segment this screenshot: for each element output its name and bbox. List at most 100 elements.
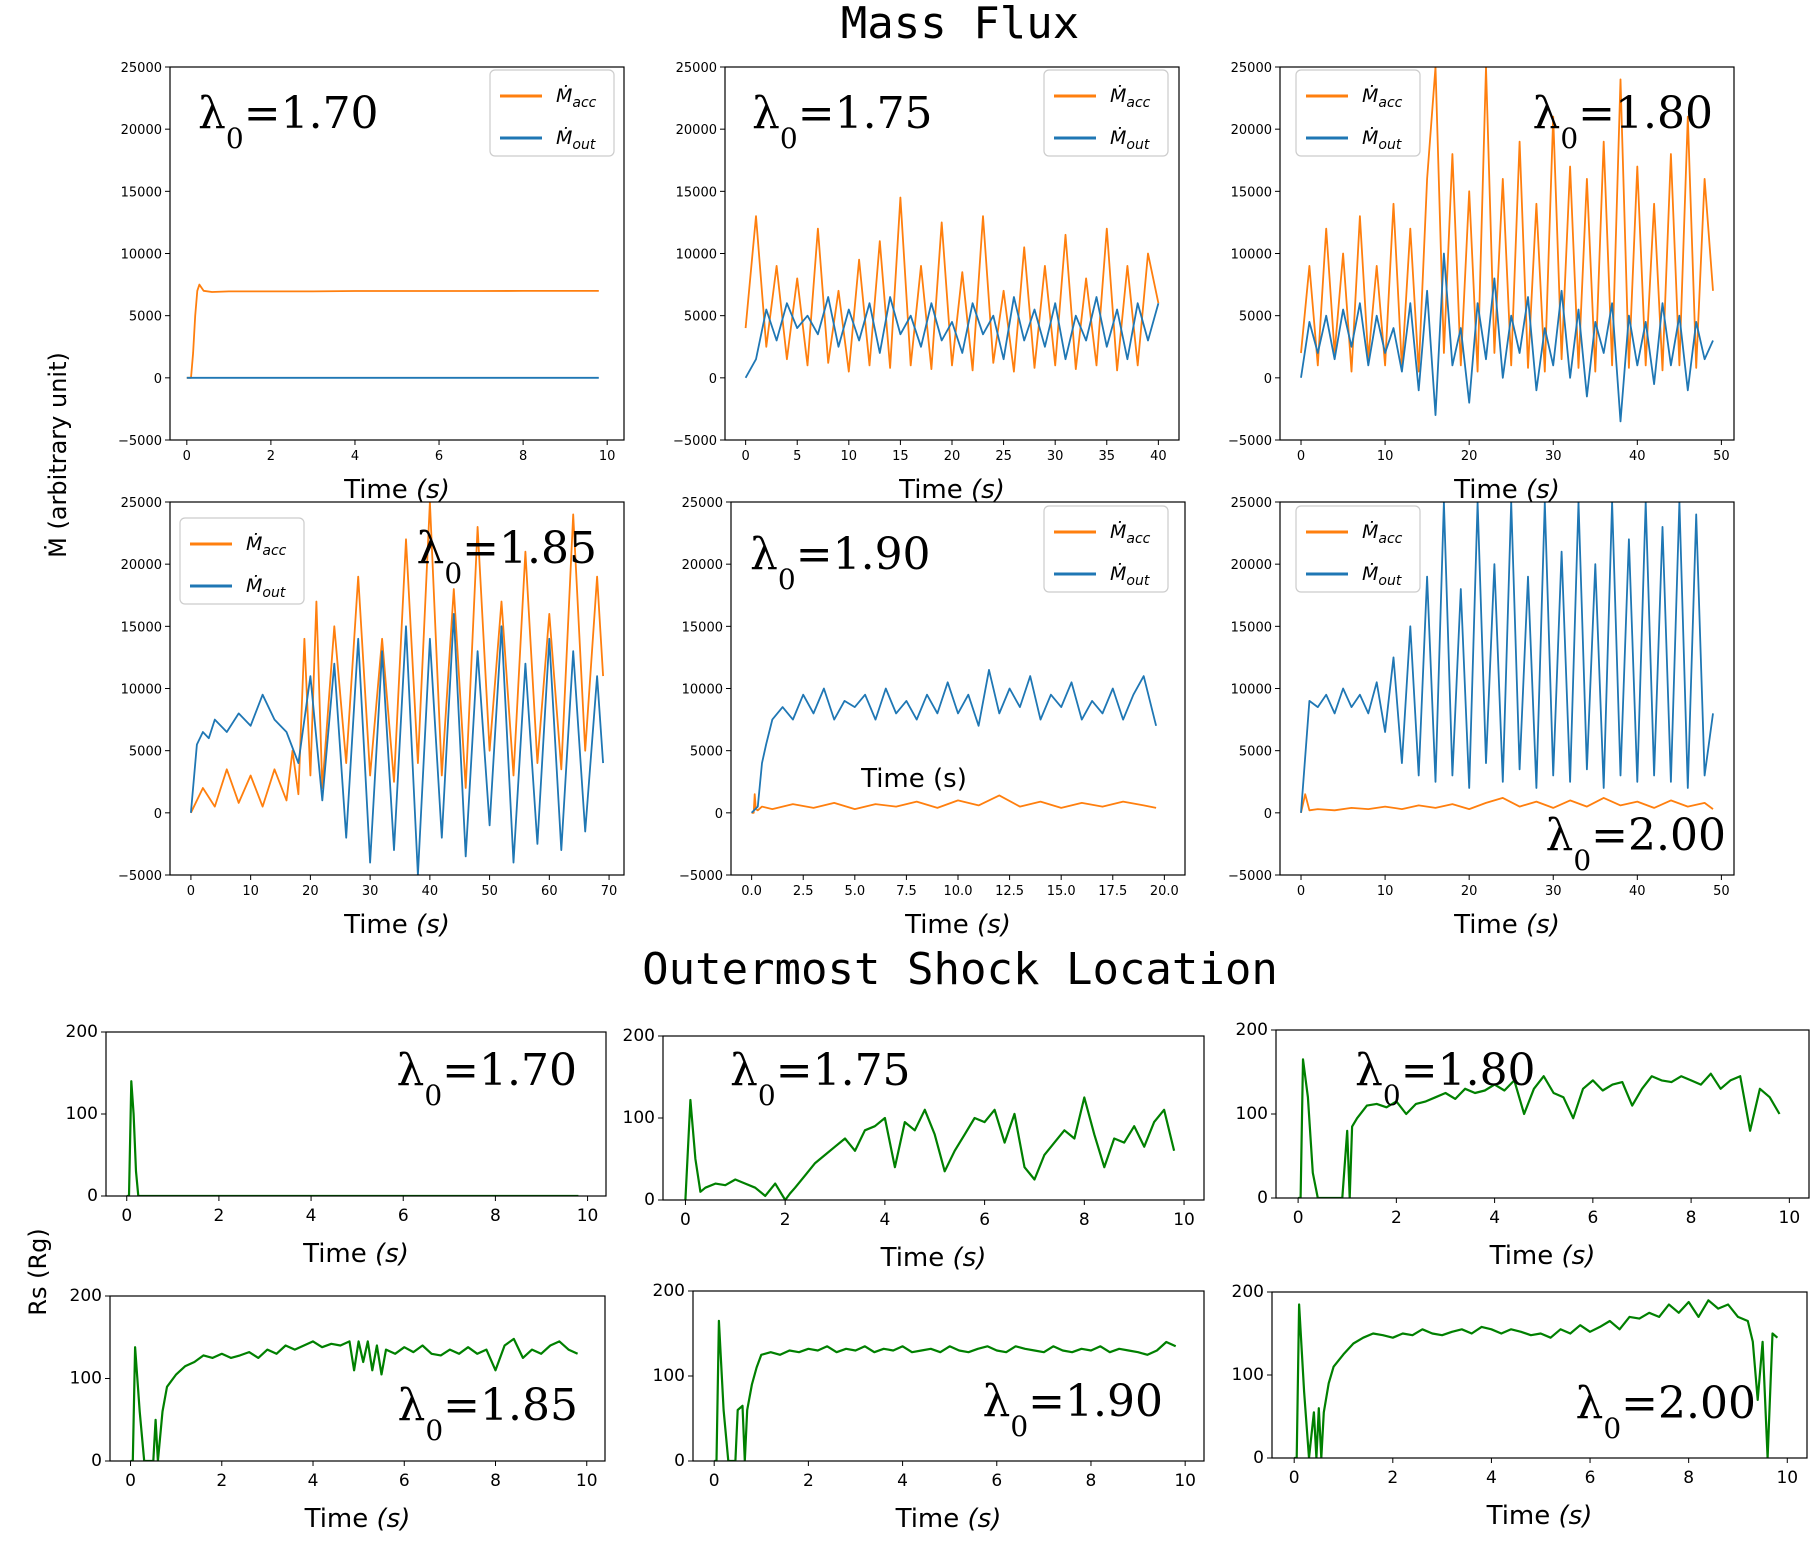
lambda-value: =1.85 [462, 523, 597, 574]
plot-frame [109, 1295, 606, 1462]
y-tick-label: 20000 [1231, 558, 1272, 573]
lambda-value: =1.70 [442, 1045, 577, 1096]
legend-symbol: Ṁ [246, 574, 262, 597]
x-tick-label: 4 [1489, 1208, 1500, 1228]
legend-subscript: out [1378, 137, 1401, 153]
y-tick-label: 0 [1253, 1448, 1264, 1468]
x-tick-label: 50 [481, 884, 498, 899]
legend-box [179, 517, 305, 605]
x-tick-label: 2 [267, 449, 275, 464]
x-tick-label: 4 [351, 449, 359, 464]
x-tick-label: 25 [995, 449, 1012, 464]
y-tick-label: 5000 [1239, 310, 1272, 325]
x-tick-label: 30 [1047, 449, 1064, 464]
x-tick-label: 0 [1297, 449, 1305, 464]
x-tick-label: 10 [577, 1206, 599, 1226]
x-tick-label: 2 [1391, 1208, 1402, 1228]
x-tick-label: 4 [1486, 1468, 1497, 1488]
x-tick-label: 15.0 [1047, 884, 1076, 899]
y-tick-label: 100 [1236, 1104, 1268, 1124]
series-line-rs [1294, 1299, 1779, 1458]
lambda-value: =1.70 [244, 88, 379, 139]
lambda-symbol: λ [416, 523, 444, 574]
x-tick-label: 6 [1587, 1208, 1598, 1228]
lambda-value: =2.00 [1591, 810, 1726, 861]
legend-symbol: Ṁ [1110, 84, 1126, 107]
y-tick-label: 15000 [676, 185, 717, 200]
y-tick-label: 200 [70, 1286, 102, 1306]
x-axis-unit: (s) [1559, 1501, 1593, 1531]
legend-symbol: Ṁ [246, 532, 262, 555]
y-tick-label: 0 [91, 1451, 102, 1471]
y-tick-label: 5000 [129, 745, 162, 760]
lambda-annotation: λ0=1.70 [198, 88, 379, 155]
x-tick-label: 40 [1629, 884, 1646, 899]
y-tick-label: 10000 [682, 683, 723, 698]
x-tick-label: 6 [979, 1210, 990, 1230]
x-tick-label: 40 [1150, 449, 1167, 464]
y-tick-label: 10000 [121, 683, 162, 698]
x-tick-label: 10 [599, 449, 616, 464]
x-tick-label: 70 [601, 884, 618, 899]
x-tick-label: 2.5 [793, 884, 814, 899]
y-tick-label: 200 [1236, 1020, 1268, 1040]
series-line-rs [684, 1096, 1176, 1200]
chart-panel-6: 0 10 20 30 40 50 −5000 0 5000 10000 15000 20000 2500… [1228, 496, 1735, 940]
y-tick-label: 25000 [121, 61, 162, 76]
series-line-acc [1300, 793, 1714, 813]
lambda-annotation: λ0=1.90 [982, 1376, 1163, 1443]
x-tick-label: 6 [991, 1471, 1002, 1491]
legend-symbol: Ṁ [1362, 126, 1378, 149]
y-tick-label: 25000 [1231, 61, 1272, 76]
lambda-symbol: λ [1532, 88, 1560, 139]
x-tick-label: 8 [1079, 1210, 1090, 1230]
y-tick-label: −5000 [118, 869, 162, 884]
x-tick-label: 2 [780, 1210, 791, 1230]
x-tick-label: 0 [183, 449, 191, 464]
legend-label: Ṁout [556, 126, 596, 153]
x-tick-label: 0 [121, 1206, 132, 1226]
series-line-out [1300, 502, 1714, 813]
shock-y-axis-title: Rs (Rg) [24, 1228, 52, 1315]
x-axis-unit: (s) [968, 1504, 1002, 1534]
x-tick-label: 4 [308, 1471, 319, 1491]
legend-box [1043, 69, 1169, 157]
lambda-annotation: λ0=1.70 [396, 1045, 577, 1112]
legend-label: Ṁout [1110, 126, 1150, 153]
y-tick-label: 0 [674, 1451, 685, 1471]
lambda-annotation: λ0=1.75 [752, 88, 933, 155]
legend-subscript: out [1126, 573, 1149, 589]
y-tick-label: 20000 [121, 123, 162, 138]
plot-frame [1271, 1291, 1808, 1459]
x-axis-unit: (s) [375, 1239, 409, 1269]
y-tick-label: 100 [653, 1366, 685, 1386]
y-tick-label: 200 [623, 1026, 655, 1046]
legend-symbol: Ṁ [556, 84, 572, 107]
chart-panel-4: 0 10 20 30 40 50 60 70 −5000 0 5000 10000 15000 20000… [118, 496, 625, 940]
lambda-value: =1.90 [1028, 1376, 1163, 1427]
lambda-value: =1.90 [796, 529, 931, 580]
y-tick-label: 5000 [684, 310, 717, 325]
series-line-out [190, 613, 604, 875]
lambda-symbol: λ [1575, 1378, 1603, 1429]
chart-panels: 0 2 4 6 8 10−50000500010000150002000025000Tim… [66, 61, 1810, 1534]
x-tick-label: 17.5 [1098, 884, 1127, 899]
x-tick-label: 10 [1377, 884, 1394, 899]
x-tick-label: 4 [306, 1206, 317, 1226]
series-line-out [750, 669, 1157, 814]
x-tick-label: 30 [362, 884, 379, 899]
lambda-subscript: 0 [424, 1079, 442, 1112]
x-axis-unit: (s) [1526, 910, 1560, 940]
y-tick-label: 15000 [1231, 185, 1272, 200]
y-tick-label: 0 [1264, 807, 1272, 822]
x-tick-label: 30 [1545, 449, 1562, 464]
legend-subscript: out [572, 137, 595, 153]
series-line-acc [744, 196, 1160, 373]
y-tick-label: 0 [715, 807, 723, 822]
legend-subscript: acc [1378, 95, 1402, 111]
legend-symbol: Ṁ [1362, 84, 1378, 107]
x-tick-label: 0 [187, 884, 195, 899]
chart-panel-1: 0 2 4 6 8 10 −5000 0 5000 10000 15000 20000 25000 Tim… [118, 61, 625, 505]
